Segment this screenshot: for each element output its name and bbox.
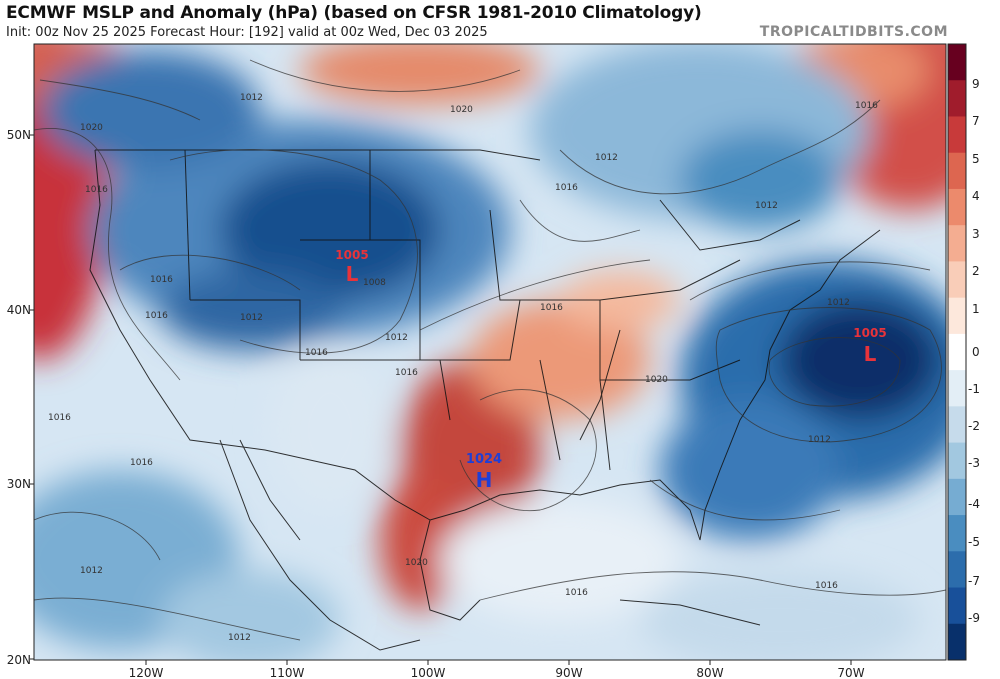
isobar-label: 1012 xyxy=(240,93,263,103)
lon-label-110w: 110W xyxy=(270,666,305,679)
lon-label-90w: 90W xyxy=(555,666,582,679)
colorbar-tick: -3 xyxy=(968,456,980,470)
isobar-label: 1016 xyxy=(540,303,563,313)
isobar-label: 1016 xyxy=(150,275,173,285)
colorbar-tick: 4 xyxy=(972,189,980,203)
isobar-label: 1012 xyxy=(827,298,850,308)
colorbar-tick: 3 xyxy=(972,227,980,241)
isobar-label: 1016 xyxy=(130,458,153,468)
map-title: ECMWF MSLP and Anomaly (hPa) (based on C… xyxy=(6,3,702,23)
isobar-label: 1020 xyxy=(405,558,428,568)
isobar-label: 1020 xyxy=(645,375,668,385)
anomaly-colorbar xyxy=(948,44,966,661)
lat-label-30n: 30N xyxy=(7,477,31,491)
isobar-label: 1016 xyxy=(855,101,878,111)
colorbar-tick: 5 xyxy=(972,152,980,166)
isobar-label: 1012 xyxy=(228,633,251,643)
colorbar-tick: 1 xyxy=(972,302,980,316)
colorbar-segment xyxy=(948,442,966,480)
lon-label-70w: 70W xyxy=(837,666,864,679)
isobar-label: 1012 xyxy=(80,566,103,576)
colorbar-segment xyxy=(948,406,966,444)
colorbar-segment xyxy=(948,623,966,661)
isobar-label: 1016 xyxy=(555,183,578,193)
colorbar-tick: 2 xyxy=(972,264,980,278)
isobar-label: 1016 xyxy=(395,368,418,378)
colorbar-segment xyxy=(948,225,966,262)
lat-label-50n: 50N xyxy=(7,128,31,142)
colorbar-segment xyxy=(948,587,966,625)
lat-label-40n: 40N xyxy=(7,303,31,317)
colorbar-segment xyxy=(948,261,966,299)
colorbar-segment xyxy=(948,116,966,154)
isobar-label: 1016 xyxy=(48,413,71,423)
high-pressure-value: 1024 xyxy=(466,452,502,467)
isobar-label: 1012 xyxy=(808,435,831,445)
colorbar-tick: -4 xyxy=(968,497,980,511)
colorbar-tick: -1 xyxy=(968,382,980,396)
colorbar-segment xyxy=(948,44,966,81)
run-info: Init: 00z Nov 25 2025 Forecast Hour: [19… xyxy=(6,25,488,40)
colorbar-segment xyxy=(948,551,966,589)
isobar-label: 1016 xyxy=(145,311,168,321)
isobar-label: 1016 xyxy=(85,185,108,195)
colorbar-tick: 9 xyxy=(972,77,980,91)
lat-label-20n: 20N xyxy=(7,653,31,667)
low-pressure-value-east: 1005 xyxy=(853,326,886,340)
colorbar-tick: -5 xyxy=(968,535,980,549)
colorbar-segment xyxy=(948,515,966,552)
lon-label-100w: 100W xyxy=(411,666,446,679)
isobar-label: 1008 xyxy=(363,278,386,288)
isobar-label: 1012 xyxy=(385,333,408,343)
brand-watermark[interactable]: TROPICALTIDBITS.COM xyxy=(759,24,948,40)
low-pressure-marker-east: L xyxy=(864,342,877,366)
colorbar-segment xyxy=(948,152,966,190)
lon-label-120w: 120W xyxy=(129,666,164,679)
colorbar-tick: 0 xyxy=(972,345,980,359)
isobar-label: 1016 xyxy=(815,581,838,591)
isobar-label: 1016 xyxy=(305,348,328,358)
isobar-label: 1016 xyxy=(565,588,588,598)
colorbar-segment xyxy=(948,188,966,226)
colorbar-segment xyxy=(948,80,966,117)
colorbar-segment xyxy=(948,333,966,371)
colorbar-tick: -2 xyxy=(968,419,980,433)
isobar-label: 1012 xyxy=(595,153,618,163)
colorbar-tick: 7 xyxy=(972,114,980,128)
high-pressure-marker: H xyxy=(476,468,493,492)
colorbar-segment xyxy=(948,297,966,335)
colorbar-segment xyxy=(948,478,966,516)
low-pressure-marker-west: L xyxy=(346,262,359,286)
lon-label-80w: 80W xyxy=(696,666,723,679)
colorbar-tick: -7 xyxy=(968,574,980,588)
colorbar-tick: -9 xyxy=(968,611,980,625)
isobar-label: 1012 xyxy=(755,201,778,211)
isobar-label: 1020 xyxy=(450,105,473,115)
colorbar-segment xyxy=(948,370,966,407)
isobar-label: 1012 xyxy=(240,313,263,323)
isobar-label: 1020 xyxy=(80,123,103,133)
low-pressure-value-west: 1005 xyxy=(335,248,368,262)
